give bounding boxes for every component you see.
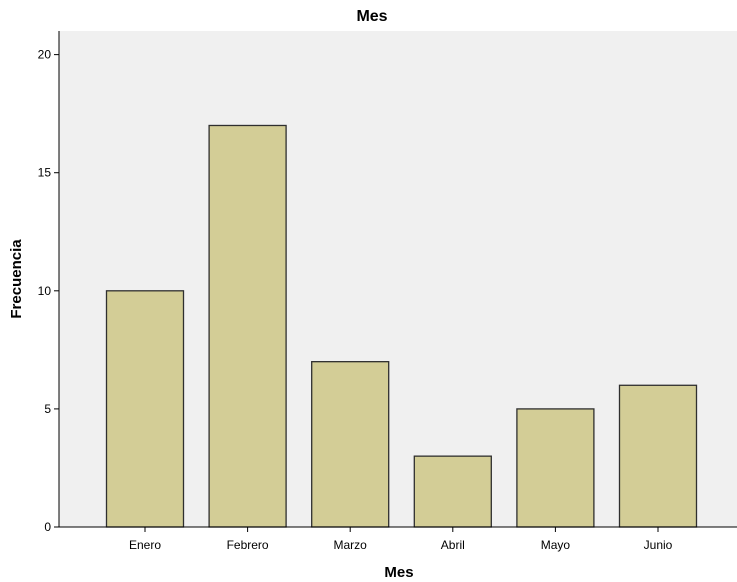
bars-group (105, 124, 698, 528)
y-tick-label: 5 (44, 402, 51, 416)
x-tick-label: Junio (644, 538, 673, 552)
x-tick-label: Abril (441, 538, 465, 552)
y-tick-label: 10 (38, 284, 52, 298)
x-axis: Enero Febrero Marzo Abril Mayo Junio (59, 526, 737, 552)
x-tick-label: Febrero (227, 538, 269, 552)
x-tick-label: Mayo (541, 538, 571, 552)
y-tick-label: 20 (38, 48, 52, 62)
x-axis-title: Mes (384, 564, 413, 581)
x-tick-label: Enero (129, 538, 161, 552)
bar-junio (618, 384, 698, 528)
bar-mayo (516, 408, 595, 528)
y-axis-title: Frecuencia (8, 239, 25, 319)
y-tick-label: 0 (44, 520, 51, 534)
bar-abril (413, 455, 492, 528)
bar-enero (105, 290, 185, 528)
bar-febrero (208, 124, 287, 528)
chart-title: Mes (356, 8, 387, 25)
bar-marzo (311, 361, 390, 528)
y-tick-label: 15 (38, 166, 52, 180)
x-tick-label: Marzo (334, 538, 368, 552)
y-axis: 0 5 10 15 20 (38, 31, 60, 534)
